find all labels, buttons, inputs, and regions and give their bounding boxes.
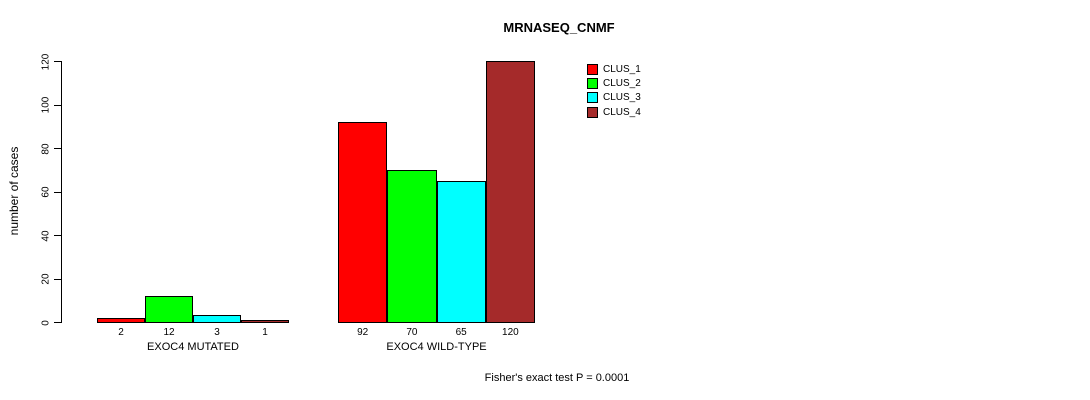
bar-value-label: 3 xyxy=(214,327,220,338)
bar-value-label: 120 xyxy=(502,327,519,338)
y-tick xyxy=(54,104,61,106)
legend-label: CLUS_1 xyxy=(603,64,641,75)
bar-value-label: 2 xyxy=(118,327,124,338)
bar-value-label: 92 xyxy=(357,327,369,338)
y-tick-label: 80 xyxy=(40,142,52,155)
bar-CLUS_1-wild-type xyxy=(338,122,388,323)
legend-row: CLUS_2 xyxy=(587,78,641,90)
y-tick-label: 40 xyxy=(40,229,52,242)
legend-label: CLUS_3 xyxy=(603,92,641,104)
y-tick xyxy=(54,61,61,62)
legend-swatch-CLUS_2 xyxy=(587,78,598,90)
legend-row: CLUS_3 xyxy=(587,92,641,104)
y-tick xyxy=(54,191,61,193)
y-axis-line xyxy=(61,61,62,323)
bar-CLUS_3-mutated xyxy=(193,315,241,323)
bar-value-label: 12 xyxy=(163,327,175,338)
legend-label: CLUS_4 xyxy=(603,106,641,118)
y-tick xyxy=(54,148,61,149)
y-tick xyxy=(54,322,61,323)
y-tick-label: 100 xyxy=(40,96,52,114)
group-label-mutated: EXOC4 MUTATED xyxy=(147,341,239,353)
legend-label: CLUS_2 xyxy=(603,78,641,90)
y-tick-label: 60 xyxy=(40,186,52,198)
stat-annotation: Fisher's exact test P = 0.0001 xyxy=(484,372,630,384)
bar-value-label: 70 xyxy=(406,327,418,338)
bar-value-label: 65 xyxy=(455,327,467,338)
y-tick-label: 0 xyxy=(40,319,52,326)
legend-swatch-CLUS_4 xyxy=(587,106,598,118)
group-label-wild-type: EXOC4 WILD-TYPE xyxy=(386,341,487,353)
bar-CLUS_2-wild-type xyxy=(387,170,437,323)
y-tick-label: 20 xyxy=(40,273,52,285)
y-axis-title: number of cases xyxy=(7,146,21,236)
bar-CLUS_2-mutated xyxy=(145,296,193,323)
y-tick-label: 120 xyxy=(40,53,52,70)
legend-swatch-CLUS_1 xyxy=(587,64,598,75)
legend-swatch-CLUS_3 xyxy=(587,92,598,104)
chart-title: MRNASEQ_CNMF xyxy=(503,20,615,35)
bar-CLUS_4-mutated xyxy=(241,320,289,323)
bar-value-label: 1 xyxy=(262,327,268,338)
bar-CLUS_4-wild-type xyxy=(485,61,535,323)
legend-row: CLUS_4 xyxy=(587,106,641,118)
bar-CLUS_3-wild-type xyxy=(436,181,486,323)
legend-row: CLUS_1 xyxy=(587,64,641,75)
y-tick xyxy=(54,278,61,280)
y-tick xyxy=(54,235,61,236)
bar-CLUS_1-mutated xyxy=(97,318,145,323)
